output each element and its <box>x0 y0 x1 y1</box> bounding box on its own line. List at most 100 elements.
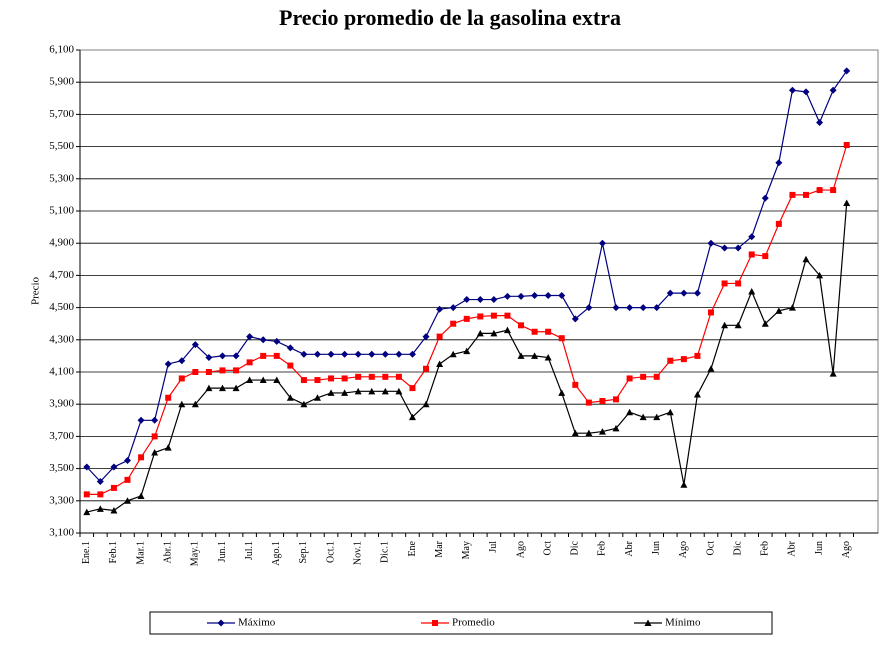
point <box>518 322 525 329</box>
legend-label: Máximo <box>238 617 276 629</box>
point <box>789 191 796 198</box>
point <box>503 292 511 300</box>
point <box>585 304 593 312</box>
x-tick-label: Jul.1 <box>244 541 255 560</box>
point <box>694 352 701 359</box>
y-tick-label: 3,300 <box>49 494 74 506</box>
point <box>368 373 375 380</box>
point <box>138 454 145 461</box>
point <box>260 352 267 359</box>
plot-border <box>79 49 879 534</box>
point <box>571 429 579 437</box>
point <box>259 336 267 344</box>
point <box>273 337 281 345</box>
point <box>680 481 688 488</box>
point <box>626 304 634 312</box>
point <box>164 360 172 368</box>
point <box>517 352 525 359</box>
point <box>735 280 742 287</box>
point <box>355 373 362 380</box>
point <box>96 477 104 485</box>
y-tick-label: 5,500 <box>49 140 74 152</box>
point <box>693 289 701 297</box>
point <box>341 350 349 358</box>
legend-marker <box>432 620 438 626</box>
point <box>544 354 552 361</box>
point <box>503 326 511 334</box>
point <box>218 384 226 392</box>
point <box>436 360 444 367</box>
point <box>613 396 620 403</box>
x-tick-label: Abr <box>787 540 798 556</box>
point <box>476 296 484 304</box>
point <box>300 400 308 408</box>
point <box>463 315 470 322</box>
point <box>97 491 104 498</box>
series-line <box>86 202 848 513</box>
point <box>693 391 701 398</box>
point <box>328 375 335 382</box>
point <box>504 312 511 319</box>
y-tick-label: 5,100 <box>49 205 74 217</box>
point <box>816 187 823 194</box>
point <box>83 463 91 471</box>
legend-box <box>149 611 773 635</box>
point <box>572 381 579 388</box>
point <box>300 377 307 384</box>
point <box>287 362 294 369</box>
point <box>354 387 362 395</box>
point <box>598 239 606 247</box>
x-tick-label: Oct <box>705 541 716 556</box>
x-tick-label: Feb <box>597 541 608 556</box>
point <box>368 350 376 358</box>
point <box>666 408 674 416</box>
point <box>775 159 783 167</box>
point <box>585 429 593 437</box>
point <box>721 321 729 329</box>
x-tick-label: Jun.1 <box>217 541 228 562</box>
x-tick-label: Ene.1 <box>81 541 92 564</box>
y-tick-label: 3,100 <box>49 527 74 539</box>
x-tick-label: Dic.1 <box>380 541 391 563</box>
x-tick-label: Feb <box>760 541 771 556</box>
point <box>233 367 240 374</box>
x-tick-label: Ago <box>841 541 852 558</box>
point <box>422 400 430 408</box>
point <box>653 373 660 380</box>
point <box>680 356 687 363</box>
point <box>205 354 213 362</box>
point <box>395 387 403 395</box>
point <box>531 292 539 300</box>
x-tick-label: Dic <box>732 540 743 555</box>
point <box>788 304 796 311</box>
y-tick-label: 5,300 <box>49 172 74 184</box>
y-tick-label: 3,500 <box>49 462 74 474</box>
point <box>381 387 389 395</box>
point <box>598 428 606 435</box>
point <box>490 312 497 319</box>
point <box>721 280 728 287</box>
y-tick-label: 4,100 <box>49 366 74 378</box>
point <box>666 289 674 297</box>
point <box>816 271 824 279</box>
point <box>192 369 199 375</box>
x-tick-label: Ene <box>407 540 418 556</box>
x-tick-label: Ago <box>678 541 689 558</box>
point <box>151 433 158 440</box>
point <box>748 288 756 295</box>
point <box>191 400 199 408</box>
point <box>612 424 620 432</box>
point <box>313 350 321 358</box>
x-tick-label: May <box>461 541 472 559</box>
point <box>748 233 756 241</box>
point <box>83 491 90 498</box>
point <box>531 328 538 335</box>
point <box>83 508 91 516</box>
point <box>816 118 824 126</box>
x-tick-label: Oct <box>542 541 553 556</box>
point <box>761 320 769 327</box>
point <box>422 333 430 341</box>
legend-label: Mínimo <box>665 617 701 629</box>
point <box>436 305 444 313</box>
point <box>164 444 172 451</box>
